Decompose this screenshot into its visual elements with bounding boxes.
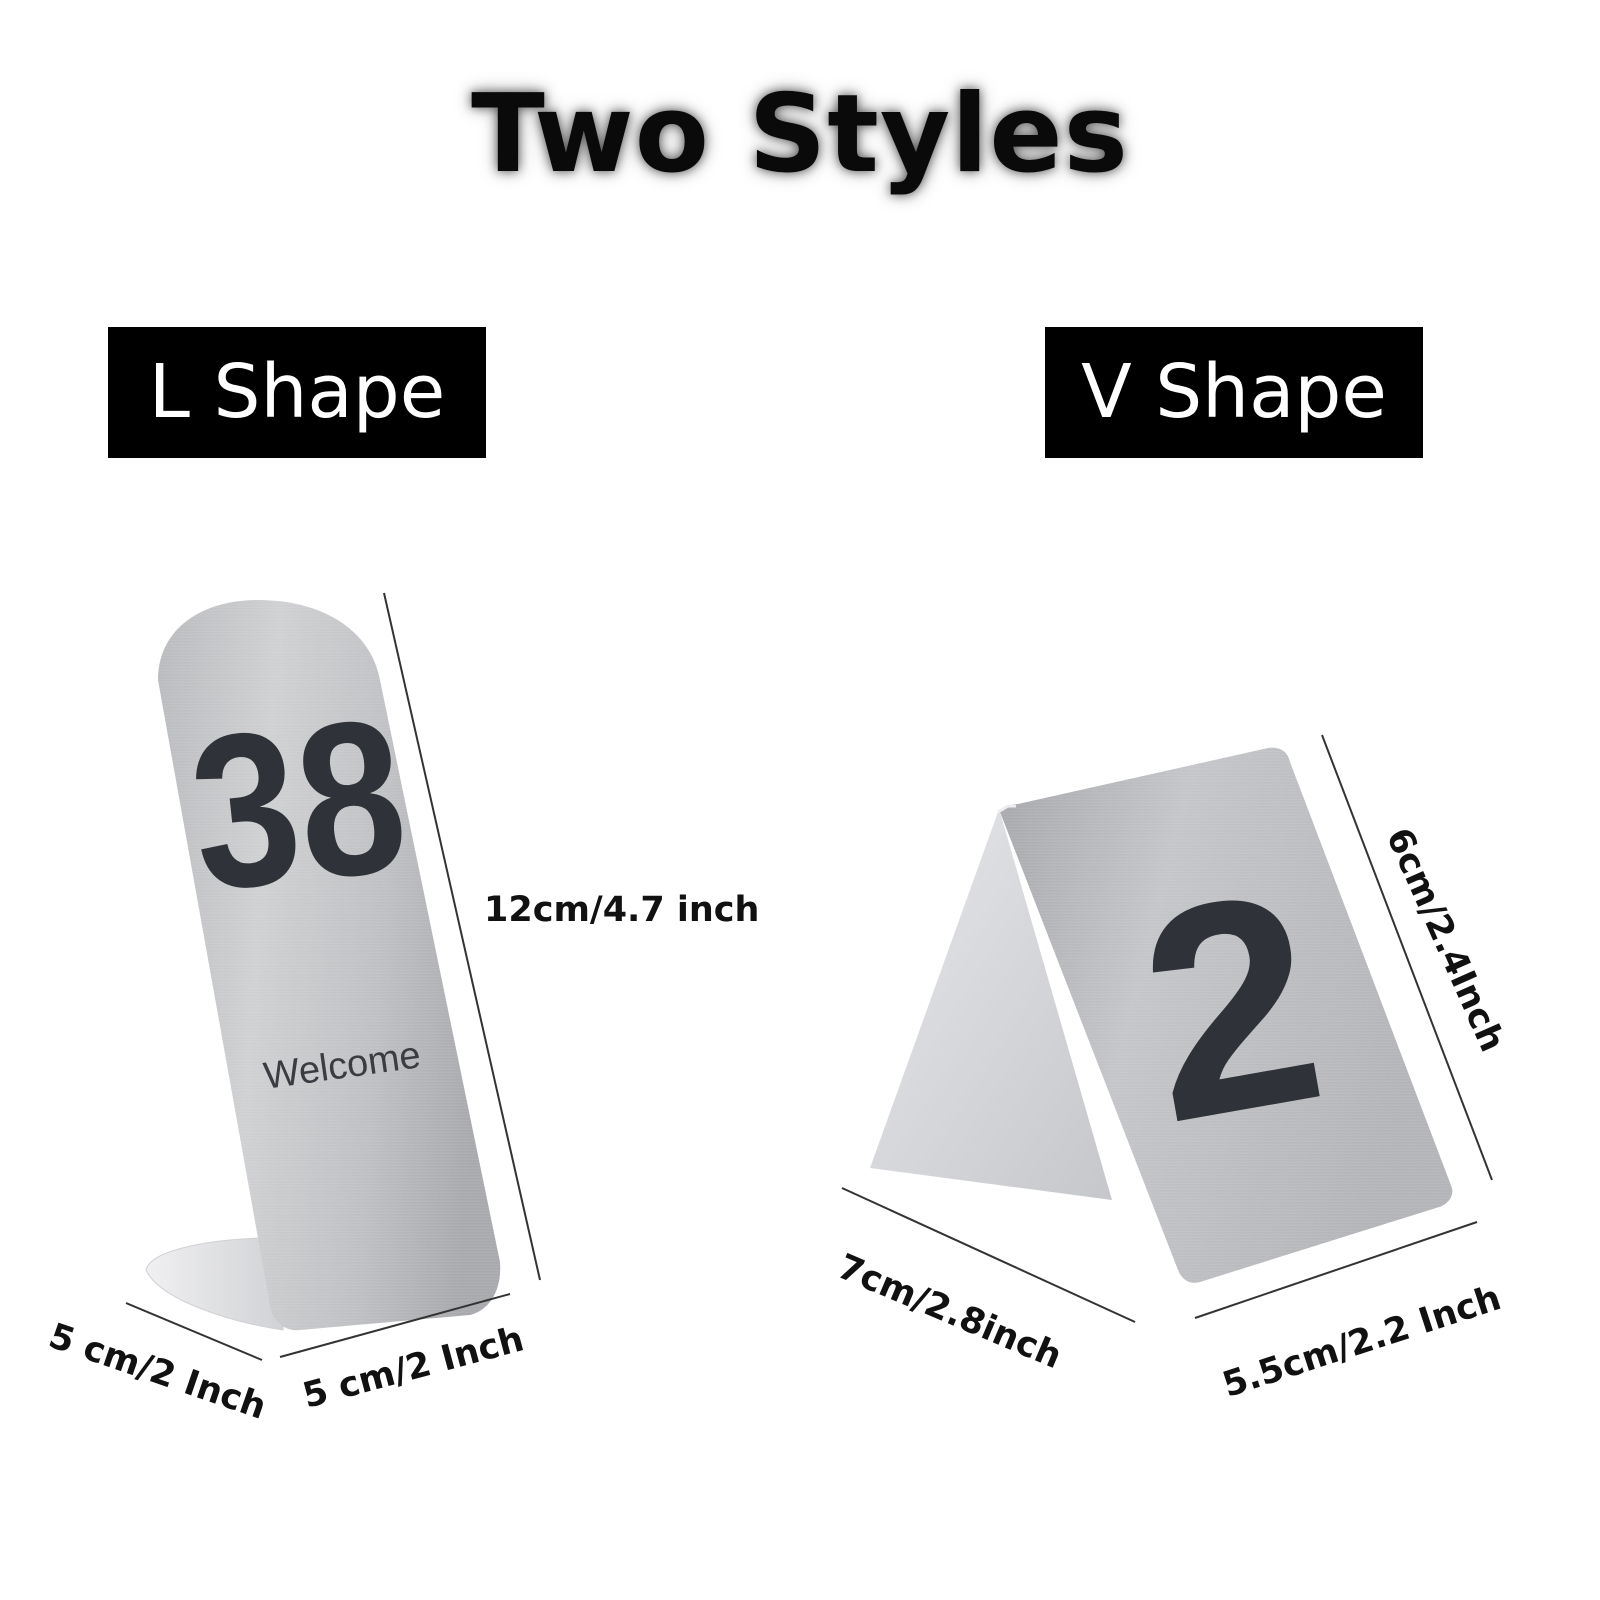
v-shape-back-face (870, 812, 1112, 1200)
l-shape-badge: L Shape (108, 327, 486, 458)
l-height-dim-line (383, 592, 541, 1281)
v-height-dim-line (1321, 734, 1493, 1181)
l-depth-dim-line (125, 1302, 263, 1361)
v-shape-badge: V Shape (1045, 327, 1423, 458)
v-width-dim-line (1194, 1221, 1478, 1319)
page-title: Two Styles (471, 72, 1129, 197)
l-shape-number: 38 (181, 673, 417, 937)
l-shape-sign: 38 Welcome (145, 600, 501, 1331)
v-depth-dim-line (841, 1187, 1136, 1323)
v-shape-sign: 2 (870, 747, 1453, 1283)
l-width-dim-line (279, 1293, 511, 1358)
l-height-label: 12cm/4.7 inch (484, 890, 760, 930)
